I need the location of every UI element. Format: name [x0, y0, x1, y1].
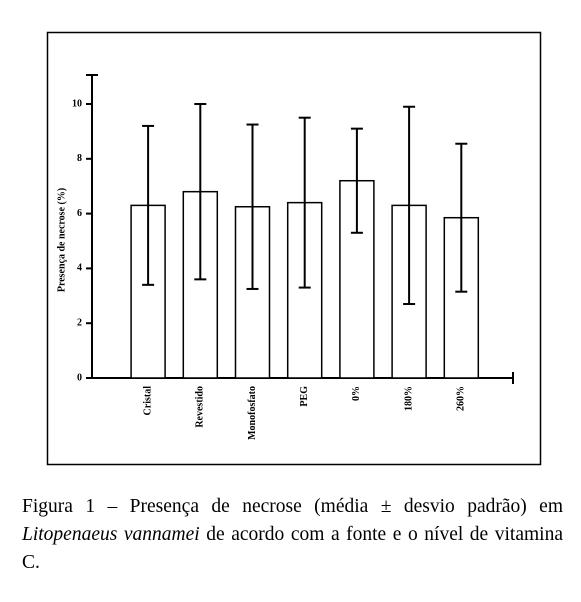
- y-tick-label: 10: [72, 98, 82, 109]
- caption-species: Litopenaeus vannamei: [22, 524, 200, 545]
- x-tick-label: Cristal: [142, 386, 153, 416]
- x-tick-label: 0%: [351, 386, 362, 401]
- error-bar: [455, 142, 468, 293]
- caption-text: Figura 1 – Presença de necrose (média ± …: [22, 496, 563, 517]
- y-tick-label: 2: [77, 317, 82, 328]
- chart: Presença de necrose (%) 0 2 4 6 8 10 Cristal Re…: [46, 31, 542, 466]
- y-tick-label: 8: [77, 153, 82, 164]
- bar: [182, 190, 219, 379]
- x-tick-label: Monofosfato: [247, 386, 258, 440]
- y-tick-label: 4: [77, 263, 82, 274]
- x-tick-label: PEG: [299, 386, 310, 407]
- caption: Figura 1 – Presença de necrose (média ± …: [22, 493, 563, 577]
- error-bar: [194, 103, 207, 281]
- x-tick-label: 260%: [456, 386, 467, 411]
- error-bar: [350, 127, 363, 234]
- frame: [46, 31, 542, 466]
- error-bar: [246, 123, 259, 290]
- y-tick-label: 0: [77, 372, 82, 383]
- y-axis-label: Presença de necrose (%): [56, 188, 67, 292]
- caption-text: de acordo com a fonte e o nível de vitam…: [22, 524, 563, 573]
- error-bar: [298, 116, 311, 289]
- x-tick-label: 180%: [403, 386, 414, 411]
- y-tick-label: 6: [77, 208, 82, 219]
- error-bar: [403, 105, 416, 306]
- error-bar: [142, 124, 155, 286]
- x-tick-label: Revestido: [195, 386, 206, 428]
